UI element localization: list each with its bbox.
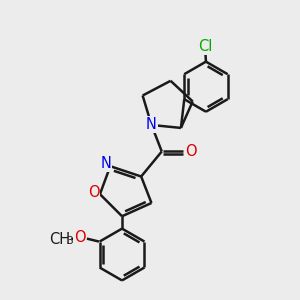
Text: Cl: Cl [198,39,212,54]
Text: N: N [100,156,111,171]
Text: N: N [146,117,157,132]
Text: 3: 3 [67,236,73,246]
Text: O: O [88,185,99,200]
Text: O: O [74,230,86,245]
Text: O: O [185,144,197,159]
Text: CH: CH [49,232,70,247]
